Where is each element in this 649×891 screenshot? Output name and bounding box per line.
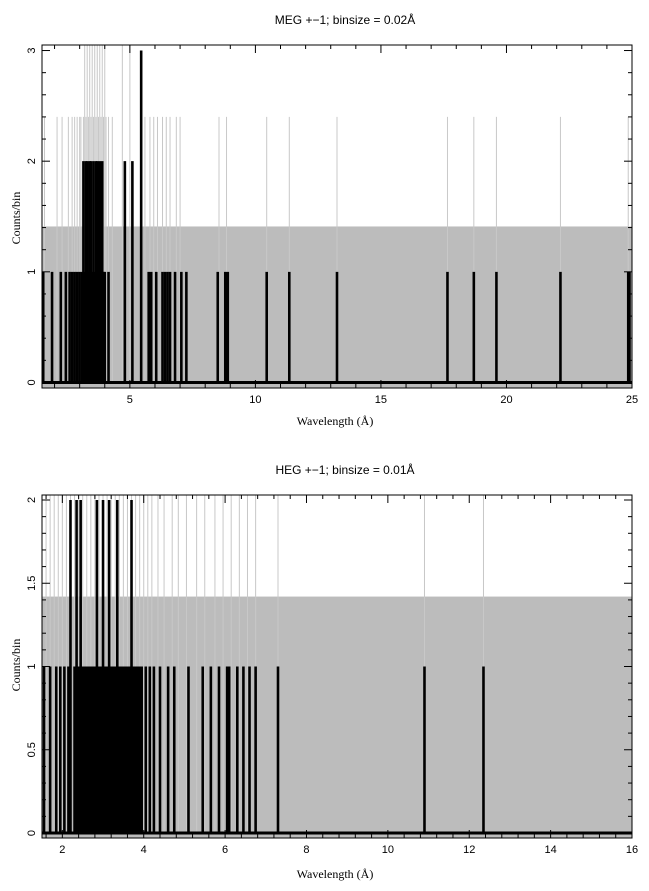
meg-x-tick-label: 5: [127, 394, 133, 406]
meg-title: MEG +−1; binsize = 0.02Å: [275, 12, 415, 27]
heg-x-tick-label: 14: [544, 844, 556, 856]
heg-title: HEG +−1; binsize = 0.01Å: [275, 462, 414, 477]
heg-x-tick-label: 6: [222, 844, 228, 856]
meg-x-tick-label: 20: [500, 394, 512, 406]
heg-y-tick-label: 0: [26, 830, 38, 836]
meg-x-tick-label: 25: [626, 394, 638, 406]
heg-x-tick-label: 12: [463, 844, 475, 856]
heg-x-tick-label: 8: [303, 844, 309, 856]
meg-axes-layer: [41, 44, 633, 389]
meg-x-axis-label: Wavelength (Å): [297, 414, 374, 428]
meg-counts-layer: [41, 50, 631, 383]
meg-plot-frame: [41, 44, 633, 389]
meg-y-tick-label: 1: [26, 269, 38, 275]
heg-x-tick-label: 10: [382, 844, 394, 856]
meg-y-tick-label: 0: [26, 379, 38, 385]
heg-x-tick-label: 16: [626, 844, 638, 856]
heg-y-tick-label: 1.5: [26, 576, 38, 591]
heg-y-axis-label: Counts/bin: [9, 639, 23, 692]
heg-tick-labels-layer: 2 4 6 8 10 12 14 16 0 0.5 1 1.5 2: [26, 497, 638, 856]
meg-panel: MEG +−1; binsize = 0.02Å 5 10 15 20 25 0 1 2 3 W…: [9, 12, 638, 428]
heg-panel: HEG +−1; binsize = 0.01Å 2 4 6 8 10 12 14 1600.…: [9, 462, 638, 881]
meg-x-tick-label: 10: [249, 394, 261, 406]
heg-y-tick-label: 0.5: [26, 742, 38, 757]
heg-y-tick-label: 1: [26, 663, 38, 669]
heg-y-tick-label: 2: [26, 497, 38, 503]
meg-y-tick-label: 2: [26, 158, 38, 164]
heg-axes-layer: [41, 494, 633, 839]
heg-counts-layer: [42, 499, 485, 834]
meg-y-axis-label: Counts/bin: [9, 192, 23, 245]
meg-x-tick-label: 15: [375, 394, 387, 406]
heg-x-tick-label: 2: [59, 844, 65, 856]
meg-y-tick-label: 3: [26, 47, 38, 53]
heg-x-axis-label: Wavelength (Å): [297, 867, 374, 881]
heg-x-tick-label: 4: [141, 844, 147, 856]
meg-tick-labels-layer: 5 10 15 20 25 0 1 2 3: [26, 47, 638, 406]
